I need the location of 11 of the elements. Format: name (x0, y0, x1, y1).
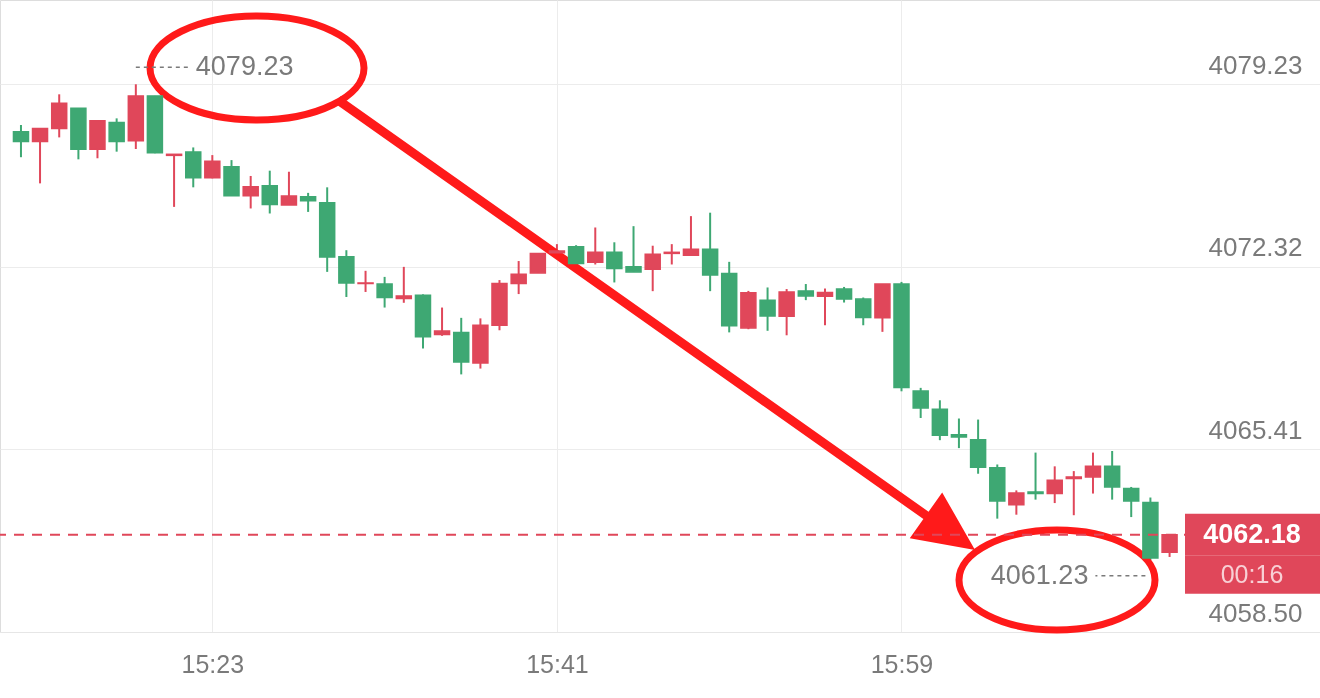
x-tick-label: 15:41 (526, 649, 589, 678)
y-tick-label: 4079.23 (1208, 49, 1303, 80)
annotation: 4079.23 (195, 51, 294, 82)
y-tick-label: 4065.41 (1208, 414, 1303, 445)
y-tick-label: 4058.50 (1208, 597, 1303, 628)
x-tick-label: 15:59 (870, 649, 934, 678)
y-tick-label: 4072.32 (1208, 232, 1303, 263)
x-tick-label: 15:23 (181, 649, 245, 678)
annotation: 4061.23 (990, 559, 1089, 590)
ref-line-label: 4062.18 (1203, 518, 1301, 549)
annotation: 00:16 (1220, 559, 1284, 588)
